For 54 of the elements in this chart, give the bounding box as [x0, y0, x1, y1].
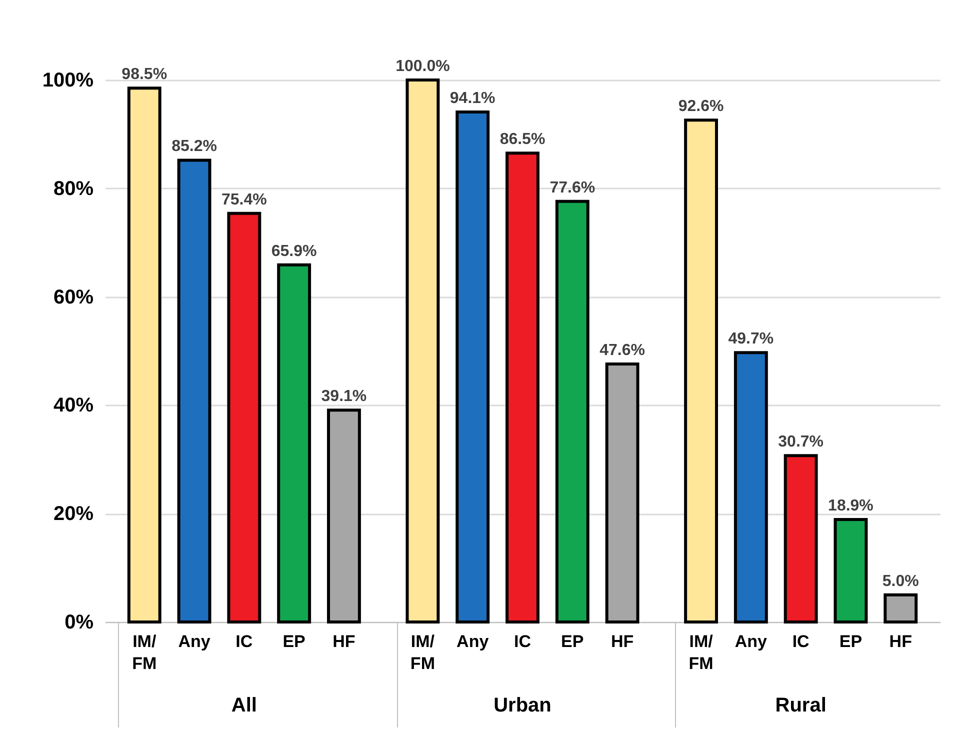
text: Any [734, 632, 767, 651]
y-tick-label: 100% [42, 70, 94, 92]
y-tick-label: 60% [53, 286, 94, 308]
text: Any [456, 632, 489, 651]
bar [684, 118, 718, 624]
bar [506, 152, 540, 624]
data-label: 18.9% [828, 498, 874, 515]
text: EP [839, 632, 862, 651]
data-label: 5.0% [882, 572, 919, 590]
bar [834, 518, 868, 624]
bar [127, 86, 162, 624]
y-tick-label: 0% [64, 612, 94, 634]
bar [884, 593, 918, 624]
y-tick-label: 20% [53, 503, 94, 526]
bar [784, 454, 818, 624]
data-label: 30.7% [778, 434, 824, 451]
data-label: 47.6% [600, 342, 645, 360]
text: HF [889, 632, 912, 651]
bar [277, 263, 312, 624]
y-tick-label: 40% [53, 394, 94, 417]
data-label: 75.4% [221, 191, 267, 208]
bar [406, 78, 440, 624]
data-label: 77.6% [550, 179, 596, 196]
bar [734, 351, 768, 624]
bar [605, 362, 640, 624]
series-label: IC [236, 632, 253, 651]
data-label: 92.6% [678, 98, 724, 116]
text: HF [610, 632, 634, 651]
y-tick-label: 80% [53, 178, 94, 200]
data-label: 39.1% [321, 388, 367, 406]
x-tick-label: Urban [494, 694, 552, 716]
x-tick-label: All [231, 694, 257, 716]
series-label: IM/FM [132, 632, 157, 673]
data-label: 98.5% [122, 66, 168, 84]
data-label: 86.5% [500, 131, 546, 148]
text: IM/FM [688, 632, 714, 673]
bar [227, 212, 262, 624]
bar [555, 200, 590, 624]
text: EP [561, 632, 584, 651]
data-label: 49.7% [728, 330, 774, 348]
bar [177, 158, 212, 624]
series-label: Any [178, 632, 211, 651]
series-label: EP [282, 632, 306, 651]
text: IC [792, 632, 810, 651]
data-label: 94.1% [450, 90, 496, 107]
series-label: HF [332, 632, 356, 651]
bar [327, 408, 361, 624]
text: IC [514, 632, 531, 651]
x-tick-label: Rural [775, 694, 826, 716]
data-label: 100.0% [396, 58, 450, 75]
text: IM/FM [410, 632, 435, 673]
data-label: 65.9% [271, 242, 317, 260]
bar [456, 110, 490, 624]
data-label: 85.2% [172, 138, 217, 156]
